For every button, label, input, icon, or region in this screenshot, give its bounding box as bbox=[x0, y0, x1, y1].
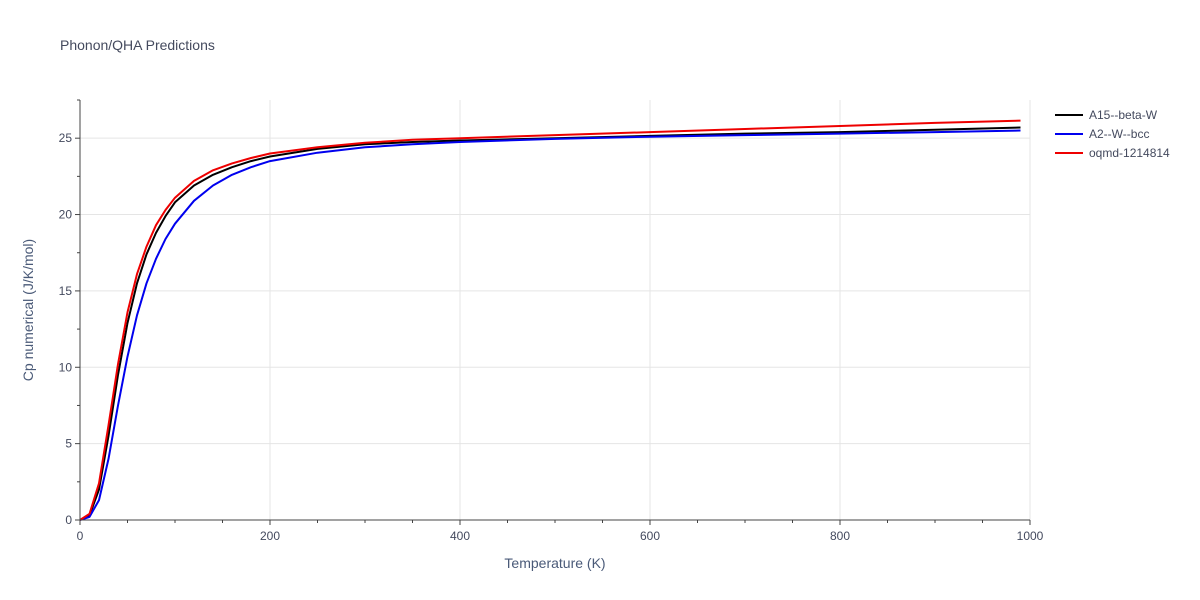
y-tick-label: 0 bbox=[65, 513, 72, 527]
x-axis-title: Temperature (K) bbox=[504, 555, 605, 571]
x-tick-label: 200 bbox=[260, 529, 280, 543]
legend[interactable]: A15--beta-W A2--W--bcc oqmd-1214814 bbox=[1055, 108, 1170, 160]
x-tick-label: 1000 bbox=[1017, 529, 1044, 543]
legend-item-1[interactable]: A15--beta-W bbox=[1055, 108, 1158, 122]
x-tick-label: 400 bbox=[450, 529, 470, 543]
x-tick-label: 0 bbox=[77, 529, 84, 543]
legend-label: oqmd-1214814 bbox=[1089, 146, 1170, 160]
series-line-2 bbox=[79, 129, 1021, 521]
y-tick-label: 5 bbox=[65, 437, 72, 451]
y-axis-title: Cp numerical (J/K/mol) bbox=[20, 239, 36, 381]
y-tick-label: 10 bbox=[59, 360, 73, 374]
y-tick-label: 20 bbox=[59, 208, 73, 222]
legend-label: A15--beta-W bbox=[1089, 108, 1158, 122]
legend-item-3[interactable]: oqmd-1214814 bbox=[1055, 146, 1170, 160]
y-tick-label: 25 bbox=[59, 131, 73, 145]
x-tick-label: 600 bbox=[640, 529, 660, 543]
legend-item-2[interactable]: A2--W--bcc bbox=[1055, 127, 1149, 141]
axes: 0 200 400 600 800 1000 0 5 10 15 20 25 bbox=[59, 99, 1044, 543]
grid-lines bbox=[80, 100, 1031, 520]
y-tick-label: 15 bbox=[59, 284, 73, 298]
legend-label: A2--W--bcc bbox=[1089, 127, 1149, 141]
chart-title: Phonon/QHA Predictions bbox=[60, 37, 215, 53]
series-layer bbox=[79, 119, 1021, 521]
x-tick-label: 800 bbox=[830, 529, 850, 543]
series-line-3 bbox=[79, 119, 1021, 521]
series-line-1 bbox=[79, 126, 1021, 521]
